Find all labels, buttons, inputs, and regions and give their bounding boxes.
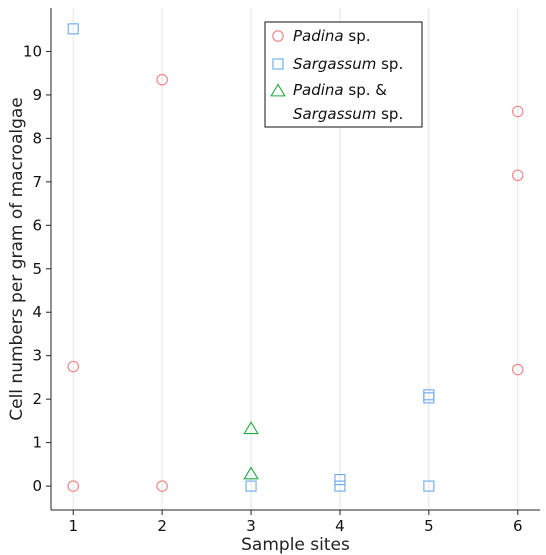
x-tick-label-5: 5: [424, 517, 434, 535]
x-tick-label-2: 2: [157, 517, 167, 535]
y-tick-label-4: 4: [32, 303, 42, 321]
point-circle-2: [156, 480, 168, 492]
point-triangle-0: [243, 466, 259, 480]
x-tick-label-1: 1: [68, 517, 78, 535]
data-points: [67, 23, 524, 492]
y-tick-label-3: 3: [32, 347, 42, 365]
y-tick-label-2: 2: [32, 390, 42, 408]
legend-marker-square: [272, 58, 284, 70]
y-axis-label: Cell numbers per gram of macroalgae: [7, 97, 27, 421]
point-circle-0: [67, 480, 79, 492]
legend-box: [264, 21, 423, 128]
legend: Padina sp. Sargassum sp. Padina sp. & Sarga…: [264, 21, 423, 128]
point-circle-4: [512, 363, 524, 376]
y-tick-label-10: 10: [23, 42, 42, 60]
y-tick-label-5: 5: [32, 260, 42, 278]
x-tick-label-4: 4: [335, 517, 345, 535]
axes: 1 2 3 4 5 6 0 1 2 3 4 5 6 7 8 9 10: [23, 8, 540, 535]
y-tick-label-1: 1: [32, 434, 42, 452]
y-tick-label-8: 8: [32, 129, 42, 147]
point-square-2: [334, 480, 346, 492]
point-triangle-1: [243, 421, 259, 435]
point-circle-1: [67, 360, 79, 373]
y-tick-label-9: 9: [32, 86, 42, 104]
legend-marker-triangle: [270, 83, 286, 97]
x-axis-label: Sample sites: [241, 535, 350, 555]
legend-marker-circle: [272, 30, 284, 42]
x-tick-label-6: 6: [513, 517, 523, 535]
legend-label-1: Sargassum sp.: [293, 55, 403, 73]
x-tick-label-3: 3: [246, 517, 256, 535]
point-square-0: [67, 23, 79, 35]
point-square-6: [423, 389, 435, 401]
point-square-3: [334, 474, 346, 486]
legend-label-0: Padina sp.: [293, 27, 371, 45]
point-circle-5: [512, 169, 524, 182]
point-square-1: [245, 480, 257, 492]
legend-label-2: Padina sp. &: [293, 81, 387, 99]
y-tick-label-6: 6: [32, 216, 42, 234]
legend-label-2-line2: Sargassum sp.: [293, 105, 403, 123]
y-tick-label-7: 7: [32, 173, 42, 191]
y-tick-label-0: 0: [32, 477, 42, 495]
point-circle-6: [512, 105, 524, 118]
point-circle-3: [156, 73, 168, 86]
point-square-4: [423, 480, 435, 492]
